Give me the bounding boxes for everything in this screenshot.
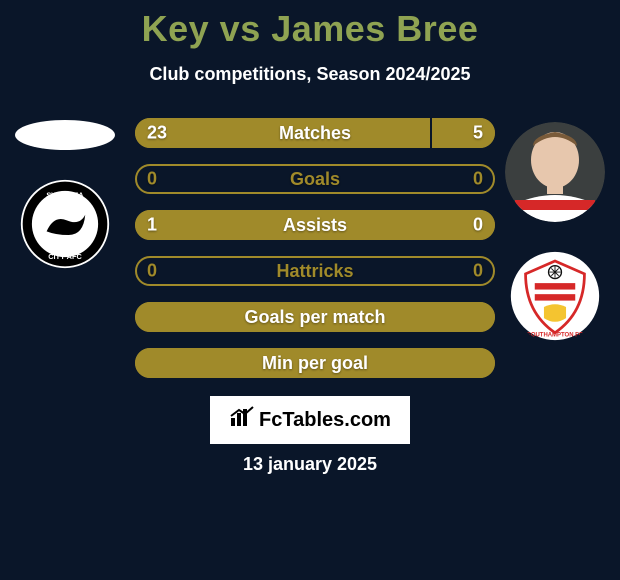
right-player-column: SOUTHAMPTON FC bbox=[490, 118, 620, 342]
stat-row: Hattricks 0 0 bbox=[135, 256, 495, 286]
stat-value-left: 23 bbox=[147, 123, 167, 144]
stat-value-right: 0 bbox=[473, 169, 483, 190]
stat-bar-fill-right bbox=[430, 118, 495, 148]
player-left-placeholder-icon bbox=[15, 120, 115, 150]
club-logo-right: SOUTHAMPTON FC bbox=[509, 250, 601, 342]
stat-label: Hattricks bbox=[276, 261, 353, 282]
stat-value-left: 0 bbox=[147, 169, 157, 190]
player-right-avatar bbox=[505, 122, 605, 222]
stat-row: Assists 1 0 bbox=[135, 210, 495, 240]
stat-row: Goals 0 0 bbox=[135, 164, 495, 194]
stat-row: Min per goal bbox=[135, 348, 495, 378]
stat-row: Goals per match bbox=[135, 302, 495, 332]
stat-bar-divider bbox=[430, 118, 432, 148]
page-title: Key vs James Bree bbox=[0, 0, 620, 50]
stat-value-right: 5 bbox=[473, 123, 483, 144]
footer-logo-text: FcTables.com bbox=[259, 409, 391, 432]
footer-logo: FcTables.com bbox=[210, 396, 410, 444]
subtitle: Club competitions, Season 2024/2025 bbox=[0, 64, 620, 85]
player-avatar-icon bbox=[505, 122, 605, 222]
fctables-chart-icon bbox=[229, 406, 255, 434]
stat-bars: Matches235Goals00Assists10Hattricks00Goa… bbox=[135, 118, 495, 394]
stat-value-right: 0 bbox=[473, 261, 483, 282]
comparison-card: Key vs James Bree Club competitions, Sea… bbox=[0, 0, 620, 580]
stat-value-left: 1 bbox=[147, 215, 157, 236]
swansea-logo-icon: SWANSEA CITY AFC bbox=[19, 178, 111, 270]
southampton-logo-icon: SOUTHAMPTON FC bbox=[509, 250, 601, 342]
stat-label: Assists bbox=[283, 215, 347, 236]
stat-value-left: 0 bbox=[147, 261, 157, 282]
svg-text:CITY AFC: CITY AFC bbox=[48, 252, 82, 261]
club-logo-left: SWANSEA CITY AFC bbox=[19, 178, 111, 270]
left-player-column: SWANSEA CITY AFC bbox=[0, 118, 130, 270]
stat-label: Min per goal bbox=[262, 353, 368, 374]
stat-row: Matches 23 5 bbox=[135, 118, 495, 148]
stat-label: Matches bbox=[279, 123, 351, 144]
stat-label: Goals per match bbox=[244, 307, 385, 328]
footer-date: 13 january 2025 bbox=[0, 454, 620, 475]
stat-label: Goals bbox=[290, 169, 340, 190]
svg-text:SWANSEA: SWANSEA bbox=[46, 190, 84, 199]
svg-text:SOUTHAMPTON FC: SOUTHAMPTON FC bbox=[527, 332, 584, 338]
stat-value-right: 0 bbox=[473, 215, 483, 236]
